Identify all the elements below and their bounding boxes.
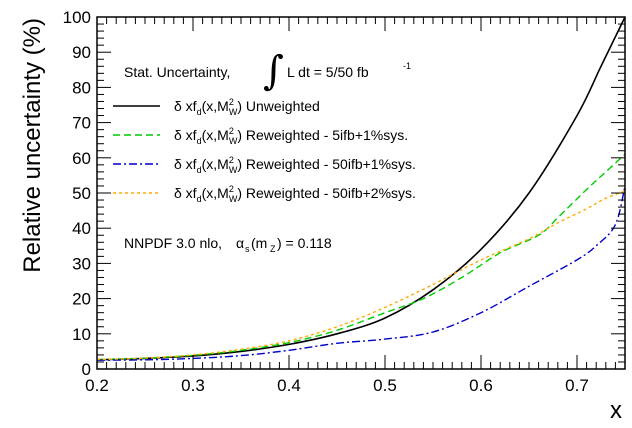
y-tick-label: 70: [72, 114, 91, 133]
nnpdf-annotation: NNPDF 3.0 nlo, α s (m Z ) = 0.118: [124, 235, 332, 254]
x-axis-title: x: [610, 397, 622, 424]
alpha-arg-subscript: Z: [270, 244, 276, 254]
y-tick-label: 60: [72, 149, 91, 168]
y-tick-label: 30: [72, 254, 91, 273]
stat-annotation: Stat. Uncertainty, ∫ L dt = 5/50 fb -1: [124, 48, 411, 94]
legend-entry-4: δ xfd(x,M2 W) Reweighted - 50ifb+2%sys.: [174, 184, 416, 204]
legend-entry-2: δ xfd(x,M2 W) Reweighted - 5ifb+1%sys.: [174, 126, 408, 146]
legend: δ xfd(x,M2 W) Unweighted δ xfd(x,M2 W) Rewe…: [113, 97, 416, 204]
x-tick-label: 0.3: [181, 376, 205, 395]
alpha-symbol: α: [236, 235, 244, 251]
y-tick-label: 10: [72, 325, 91, 344]
y-axis-title: Relative uncertainty (%): [19, 18, 46, 273]
y-tick-label: 90: [72, 43, 91, 62]
ticks: [96, 16, 626, 370]
alpha-arg: (m: [251, 235, 267, 251]
legend-entry-3: δ xfd(x,M2 W) Reweighted - 50ifb+1%sys.: [174, 155, 416, 175]
stat-suffix: L dt = 5/50 fb: [287, 64, 369, 80]
x-tick-label: 0.4: [277, 376, 301, 395]
y-tick-label: 100: [63, 8, 91, 27]
y-tick-label: 0: [82, 360, 91, 379]
y-tick-label: 40: [72, 219, 91, 238]
y-tick-label: 80: [72, 78, 91, 97]
series-line-3: [96, 185, 626, 361]
stat-prefix: Stat. Uncertainty,: [124, 64, 230, 80]
series-line-4: [96, 190, 626, 361]
integral-sign: ∫: [263, 48, 284, 94]
x-tick-label: 0.5: [373, 376, 397, 395]
stat-exponent: -1: [403, 61, 411, 71]
alpha-subscript: s: [245, 244, 250, 254]
y-tick-label: 20: [72, 290, 91, 309]
x-tick-label: 0.7: [565, 376, 589, 395]
tick-labels: 0 10 20 30 40 50 60 70 80 90 100 0.2 0.3 0.4 0.5 0.6 0.7: [63, 8, 589, 395]
x-tick-label: 0.2: [85, 376, 109, 395]
legend-entry-1: δ xfd(x,M2 W) Unweighted: [174, 97, 320, 117]
nnpdf-prefix: NNPDF 3.0 nlo,: [124, 235, 222, 251]
y-tick-label: 50: [72, 184, 91, 203]
alpha-value: ) = 0.118: [277, 235, 332, 251]
x-tick-label: 0.6: [469, 376, 493, 395]
